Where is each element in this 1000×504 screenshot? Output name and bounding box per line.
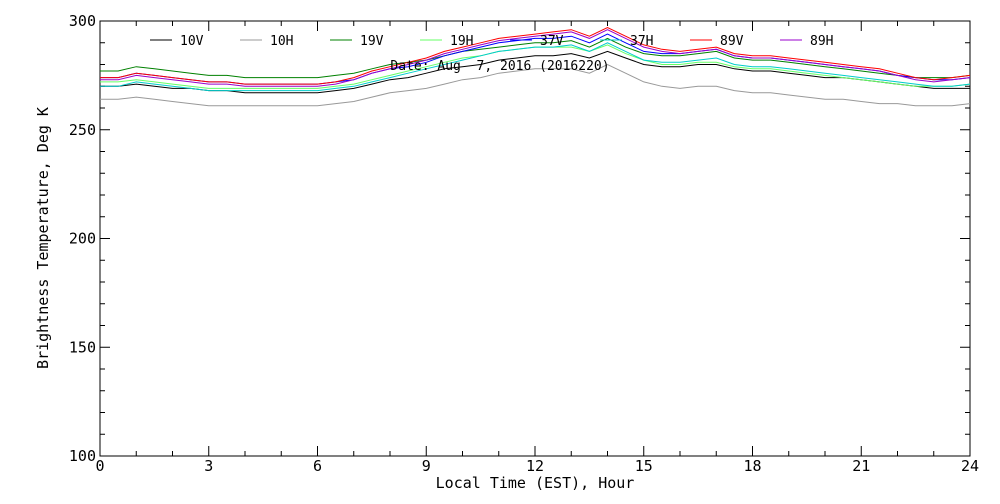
x-tick-label: 15 bbox=[635, 457, 653, 475]
x-tick-label: 24 bbox=[961, 457, 979, 475]
y-axis: 100 150 200 250 300 bbox=[69, 12, 970, 465]
x-tick-label: 6 bbox=[313, 457, 322, 475]
x-tick-label: 9 bbox=[422, 457, 431, 475]
series-line-19v bbox=[100, 37, 971, 79]
legend-label-10h: 10H bbox=[270, 34, 293, 49]
series-line-89h bbox=[100, 29, 971, 87]
series-line-10h bbox=[100, 63, 971, 107]
x-tick-label: 12 bbox=[526, 457, 544, 475]
legend-label-19h: 19H bbox=[450, 34, 473, 49]
series-line-37h bbox=[100, 42, 971, 92]
y-axis-label: Brightness Temperature, Deg K bbox=[34, 107, 52, 369]
legend: 10V 10H 19V 19H 37V 37H 89V 89H bbox=[150, 34, 833, 49]
y-tick-label: 150 bbox=[69, 338, 96, 356]
legend-label-89h: 89H bbox=[810, 34, 833, 49]
plot-frame bbox=[99, 20, 971, 457]
legend-label-89v: 89V bbox=[720, 34, 744, 49]
legend-label-37v: 37V bbox=[540, 34, 564, 49]
x-tick-label: 0 bbox=[95, 457, 104, 475]
legend-label-19v: 19V bbox=[360, 34, 384, 49]
chart-subtitle: Date: Aug 7, 2016 (2016220) bbox=[390, 59, 609, 74]
y-tick-label: 200 bbox=[69, 230, 96, 248]
x-tick-label: 3 bbox=[204, 457, 213, 475]
legend-label-37h: 37H bbox=[630, 34, 653, 49]
x-tick-label: 18 bbox=[743, 457, 761, 475]
y-tick-label: 100 bbox=[69, 447, 96, 465]
y-tick-label: 250 bbox=[69, 121, 96, 139]
series-line-89v bbox=[100, 26, 971, 85]
x-axis: 0 3 6 9 12 15 18 21 24 bbox=[95, 21, 979, 475]
series-lines bbox=[100, 26, 971, 107]
y-tick-label: 300 bbox=[69, 12, 96, 30]
legend-label-10v: 10V bbox=[180, 34, 204, 49]
x-axis-label: Local Time (EST), Hour bbox=[436, 474, 635, 492]
series-line-10v bbox=[100, 50, 970, 94]
x-tick-label: 21 bbox=[852, 457, 870, 475]
